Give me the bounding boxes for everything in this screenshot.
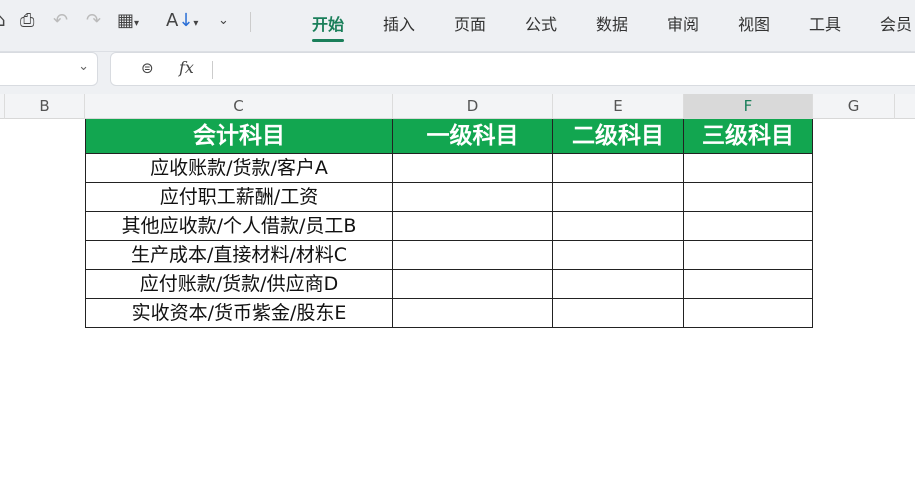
empty-cell[interactable] (684, 183, 813, 212)
empty-cell[interactable] (553, 183, 684, 212)
toolbar: ⌂ ⎙ ↶ ↷ ▦▾ A↓▾ ⌄ 开始 插入 页面 公式 数据 审阅 视图 工具… (0, 0, 915, 52)
divider (212, 61, 213, 79)
empty-cell[interactable] (684, 241, 813, 270)
home-icon[interactable]: ⌂ (0, 10, 5, 31)
column-f[interactable]: F (684, 94, 813, 119)
empty-cell[interactable] (553, 212, 684, 241)
header-cell[interactable]: 一级科目 (393, 119, 553, 154)
empty-cell[interactable] (393, 270, 553, 299)
tab-member[interactable]: 会员 (880, 15, 913, 34)
empty-cell[interactable] (553, 241, 684, 270)
header-cell[interactable]: 二级科目 (553, 119, 684, 154)
tab-page[interactable]: 页面 (454, 15, 487, 34)
tab-formula[interactable]: 公式 (525, 15, 558, 34)
empty-cell[interactable] (393, 212, 553, 241)
column-c[interactable]: C (85, 94, 393, 119)
sort-icon[interactable]: A↓▾ (166, 10, 199, 31)
empty-cell[interactable] (393, 241, 553, 270)
column-b[interactable]: B (5, 94, 85, 119)
border-icon[interactable]: ▦▾ (117, 10, 140, 31)
empty-cell[interactable] (393, 299, 553, 328)
column-d[interactable]: D (393, 94, 553, 119)
column-g[interactable]: G (813, 94, 895, 119)
fx-icon[interactable]: fx (179, 58, 194, 77)
column-header: B C D E F G (0, 94, 915, 119)
column-e[interactable]: E (553, 94, 684, 119)
redo-icon[interactable]: ↷ (86, 10, 102, 31)
account-cell[interactable]: 实收资本/货币紫金/股东E (85, 299, 393, 328)
account-cell[interactable]: 应付职工薪酬/工资 (85, 183, 393, 212)
account-cell[interactable]: 其他应收款/个人借款/员工B (85, 212, 393, 241)
print-icon[interactable]: ⎙ (20, 10, 35, 31)
undo-icon[interactable]: ↶ (53, 10, 69, 31)
formula-bar: ⌄ ⊜ fx (0, 52, 915, 94)
account-cell[interactable]: 应付账款/货款/供应商D (85, 270, 393, 299)
account-cell[interactable]: 生产成本/直接材料/材料C (85, 241, 393, 270)
empty-cell[interactable] (393, 183, 553, 212)
name-box[interactable]: ⌄ (0, 52, 98, 86)
chevron-down-icon[interactable]: ⌄ (78, 59, 89, 74)
divider (250, 12, 251, 32)
empty-cell[interactable] (684, 270, 813, 299)
tab-review[interactable]: 审阅 (667, 15, 700, 34)
tab-tools[interactable]: 工具 (809, 15, 842, 34)
tab-insert[interactable]: 插入 (383, 15, 416, 34)
tab-start[interactable]: 开始 (312, 11, 345, 42)
empty-cell[interactable] (393, 154, 553, 183)
empty-cell[interactable] (684, 154, 813, 183)
empty-cell[interactable] (553, 270, 684, 299)
zoom-icon[interactable]: ⊜ (141, 59, 154, 77)
account-cell[interactable]: 应收账款/货款/客户A (85, 154, 393, 183)
more-icon[interactable]: ⌄ (218, 13, 229, 28)
empty-cell[interactable] (553, 154, 684, 183)
column-a[interactable] (0, 94, 5, 119)
formula-input[interactable]: ⊜ fx (110, 52, 915, 86)
empty-cell[interactable] (684, 212, 813, 241)
tab-data[interactable]: 数据 (596, 15, 629, 34)
empty-cell[interactable] (553, 299, 684, 328)
header-cell[interactable]: 会计科目 (85, 119, 393, 154)
empty-cell[interactable] (684, 299, 813, 328)
tab-view[interactable]: 视图 (738, 15, 771, 34)
header-cell[interactable]: 三级科目 (684, 119, 813, 154)
